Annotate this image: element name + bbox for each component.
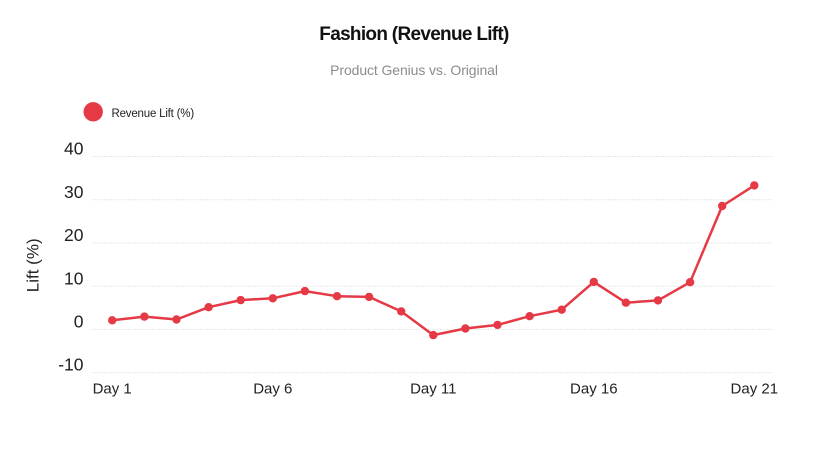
- svg-text:Day 21: Day 21: [731, 380, 779, 397]
- svg-text:Day 6: Day 6: [253, 380, 292, 397]
- svg-text:10: 10: [64, 268, 84, 288]
- svg-text:Product Genius vs. Original: Product Genius vs. Original: [330, 62, 498, 78]
- svg-text:Revenue Lift (%): Revenue Lift (%): [112, 108, 195, 120]
- svg-text:-10: -10: [58, 355, 84, 375]
- svg-text:Fashion (Revenue Lift): Fashion (Revenue Lift): [319, 24, 509, 45]
- svg-text:20: 20: [64, 225, 84, 245]
- svg-text:Day 16: Day 16: [570, 380, 618, 397]
- svg-text:0: 0: [74, 312, 84, 332]
- svg-text:30: 30: [64, 182, 84, 202]
- svg-text:Day 1: Day 1: [93, 380, 132, 397]
- svg-text:40: 40: [64, 139, 84, 159]
- svg-text:Lift (%): Lift (%): [23, 238, 42, 292]
- svg-text:Day 11: Day 11: [410, 380, 456, 397]
